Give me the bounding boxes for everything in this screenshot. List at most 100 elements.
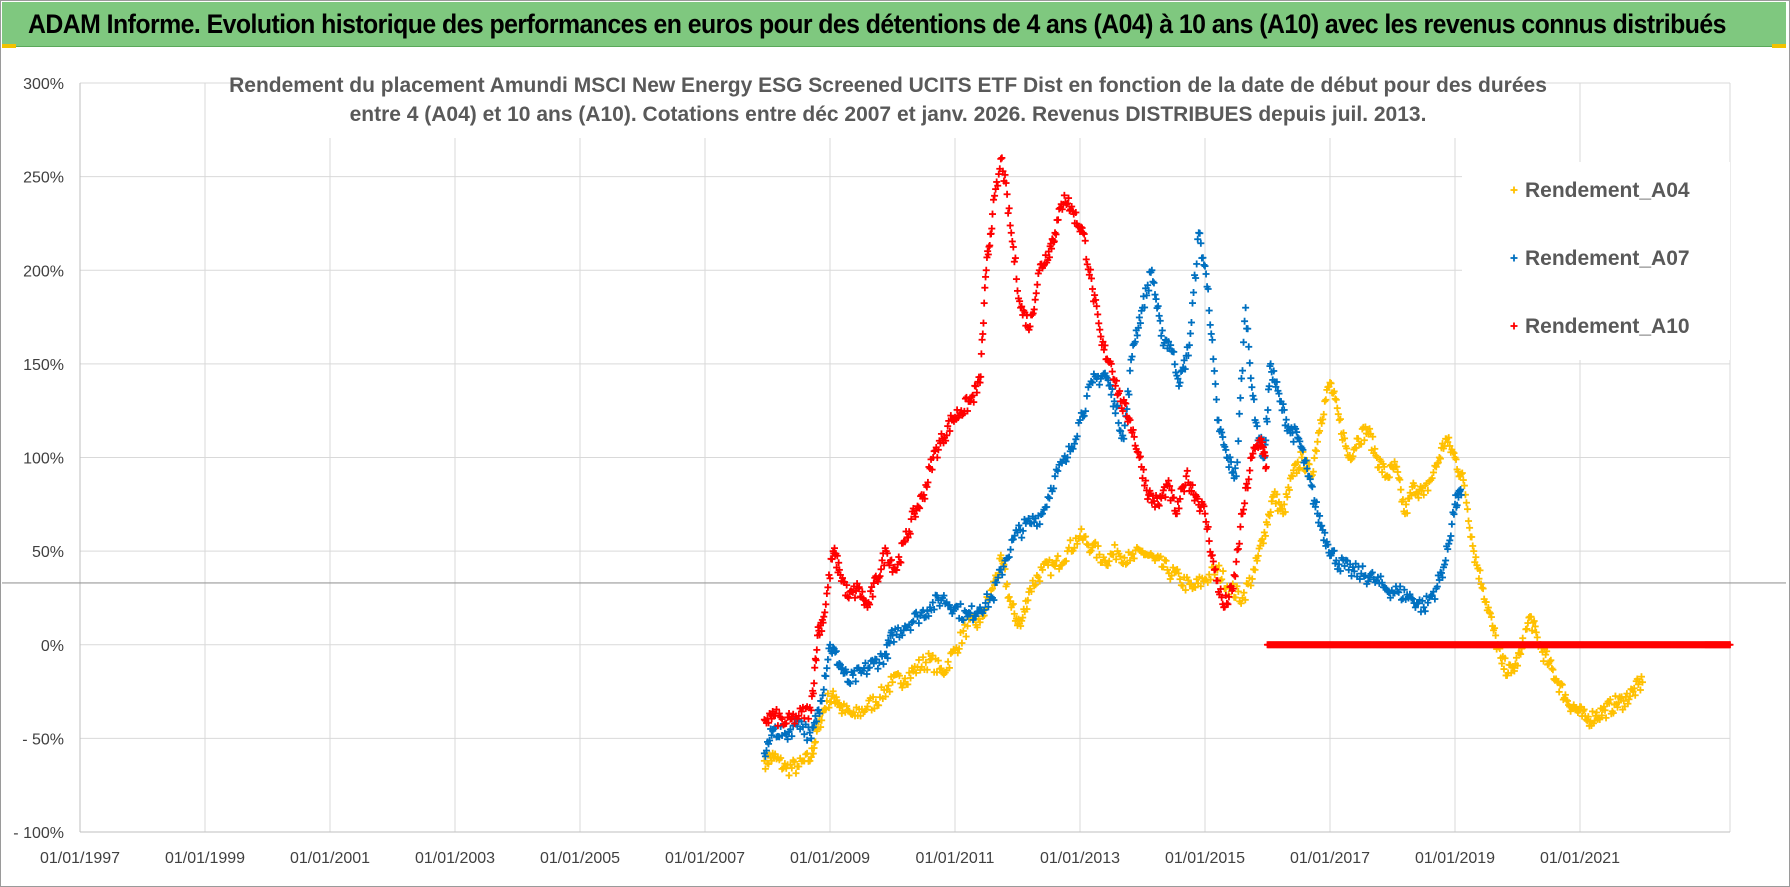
data-point bbox=[1281, 508, 1289, 516]
data-point bbox=[1107, 360, 1115, 368]
data-point bbox=[1211, 565, 1219, 573]
data-point bbox=[1104, 376, 1112, 384]
data-point bbox=[768, 731, 776, 739]
data-point bbox=[1083, 540, 1091, 548]
data-point bbox=[1396, 476, 1404, 484]
data-point bbox=[1073, 432, 1081, 440]
data-point bbox=[1130, 433, 1138, 441]
data-point bbox=[1131, 442, 1139, 450]
data-point bbox=[1083, 260, 1091, 268]
data-point bbox=[1202, 518, 1210, 526]
chart-title-line: Rendement du placement Amundi MSCI New E… bbox=[229, 74, 1547, 97]
data-point bbox=[1487, 613, 1495, 621]
data-point bbox=[1030, 305, 1038, 313]
data-point bbox=[1000, 563, 1008, 571]
data-point bbox=[945, 601, 953, 609]
data-point bbox=[1465, 517, 1473, 525]
data-point bbox=[944, 422, 952, 430]
data-point bbox=[1462, 499, 1470, 507]
data-point bbox=[1182, 586, 1190, 594]
data-point bbox=[1010, 258, 1018, 266]
data-point bbox=[866, 664, 874, 672]
data-point bbox=[878, 556, 886, 564]
data-point bbox=[1299, 446, 1307, 454]
data-point bbox=[1307, 481, 1315, 489]
data-point bbox=[946, 427, 954, 435]
data-point bbox=[1246, 466, 1254, 474]
y-tick-label: 100% bbox=[23, 451, 64, 468]
data-point bbox=[1290, 438, 1298, 446]
y-tick-label: 50% bbox=[32, 544, 64, 561]
data-point bbox=[874, 665, 882, 673]
data-point bbox=[1025, 326, 1033, 334]
data-point bbox=[1378, 468, 1386, 476]
data-point bbox=[1377, 572, 1385, 580]
data-point bbox=[1136, 452, 1144, 460]
data-point bbox=[1087, 274, 1095, 282]
data-point bbox=[1458, 469, 1466, 477]
data-point bbox=[1248, 575, 1256, 583]
data-point bbox=[1293, 469, 1301, 477]
data-point bbox=[785, 771, 793, 779]
data-point bbox=[1549, 666, 1557, 674]
data-point bbox=[1190, 288, 1198, 296]
data-point bbox=[1039, 510, 1046, 518]
data-point bbox=[1051, 472, 1059, 480]
data-point bbox=[1302, 456, 1310, 464]
data-point bbox=[1064, 454, 1071, 461]
data-point bbox=[1112, 555, 1120, 563]
data-point bbox=[820, 686, 828, 694]
data-point bbox=[1124, 387, 1132, 395]
data-point bbox=[886, 639, 894, 647]
data-point bbox=[1023, 605, 1031, 613]
data-point bbox=[1145, 287, 1153, 295]
data-point bbox=[1054, 467, 1062, 475]
data-point bbox=[909, 617, 917, 625]
data-point bbox=[1215, 562, 1223, 570]
data-point bbox=[1030, 582, 1038, 590]
data-point bbox=[1450, 510, 1458, 518]
data-point bbox=[923, 607, 931, 615]
data-point bbox=[815, 706, 823, 714]
data-point bbox=[1498, 659, 1506, 667]
data-point bbox=[1128, 353, 1136, 361]
data-point bbox=[1368, 568, 1376, 576]
data-point bbox=[1116, 387, 1124, 395]
data-point bbox=[1205, 537, 1213, 545]
data-point bbox=[1018, 617, 1026, 625]
data-point bbox=[1331, 395, 1339, 403]
data-point bbox=[1312, 447, 1320, 455]
data-point bbox=[822, 672, 830, 680]
data-point bbox=[1484, 604, 1492, 612]
data-point bbox=[1184, 576, 1192, 584]
data-point bbox=[895, 553, 903, 561]
data-point bbox=[1182, 472, 1190, 480]
data-point bbox=[1239, 367, 1246, 375]
data-point bbox=[811, 712, 819, 720]
data-point bbox=[1141, 481, 1149, 489]
data-point bbox=[1457, 470, 1465, 478]
data-point bbox=[823, 664, 831, 672]
data-point bbox=[1080, 412, 1088, 420]
data-point bbox=[1123, 405, 1131, 413]
data-point bbox=[766, 736, 774, 744]
data-point bbox=[1485, 608, 1493, 616]
data-point bbox=[1407, 594, 1415, 602]
data-point bbox=[1380, 463, 1388, 471]
data-point bbox=[1087, 377, 1095, 385]
data-point bbox=[1435, 454, 1443, 462]
data-point bbox=[1025, 514, 1033, 522]
data-point bbox=[883, 549, 891, 557]
x-tick-label: 01/01/2013 bbox=[1040, 850, 1120, 867]
data-point bbox=[959, 627, 967, 635]
data-point bbox=[1384, 588, 1392, 596]
data-point bbox=[904, 680, 912, 688]
data-point bbox=[1421, 607, 1429, 615]
data-point bbox=[1154, 302, 1162, 310]
data-point bbox=[1093, 302, 1101, 310]
data-point bbox=[1231, 464, 1239, 472]
data-point bbox=[884, 682, 892, 690]
data-point bbox=[1268, 497, 1276, 505]
data-point bbox=[1159, 486, 1167, 494]
